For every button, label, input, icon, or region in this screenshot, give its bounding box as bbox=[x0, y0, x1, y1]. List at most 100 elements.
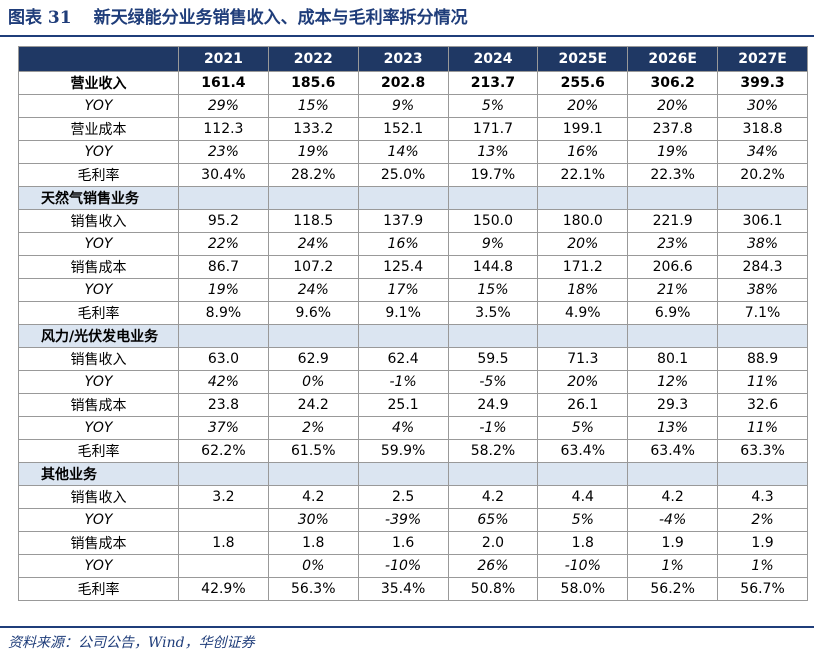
cell: 56.7% bbox=[717, 577, 808, 601]
row-label: 营业收入 bbox=[18, 71, 179, 95]
section-cell bbox=[627, 324, 719, 348]
row-label: YOY bbox=[18, 508, 179, 532]
cell: 4.2 bbox=[447, 485, 539, 509]
cell: 63.4% bbox=[537, 439, 629, 463]
cell: 8.9% bbox=[178, 301, 269, 325]
cell: 15% bbox=[267, 94, 359, 118]
cell: 202.8 bbox=[357, 71, 449, 95]
row-label: 毛利率 bbox=[18, 439, 179, 463]
cell: 152.1 bbox=[357, 117, 449, 141]
section-title: 其他业务 bbox=[18, 462, 179, 486]
column-header: 2024 bbox=[447, 46, 539, 72]
data-row: YOY 30% -39% 65% 5% -4% 2% bbox=[18, 508, 808, 532]
section-cell bbox=[357, 186, 449, 210]
row-label: 销售收入 bbox=[18, 347, 179, 371]
cell: 30% bbox=[717, 94, 808, 118]
cell: 171.7 bbox=[447, 117, 539, 141]
section-cell bbox=[627, 186, 719, 210]
cell: 24.9 bbox=[447, 393, 539, 417]
cell: 306.2 bbox=[627, 71, 719, 95]
cell: 58.2% bbox=[447, 439, 539, 463]
cell: 255.6 bbox=[537, 71, 629, 95]
cell: 180.0 bbox=[537, 209, 629, 233]
cell: 29% bbox=[178, 94, 269, 118]
cell: 24% bbox=[267, 278, 359, 302]
section-cell bbox=[267, 462, 359, 486]
cell: 0% bbox=[267, 370, 359, 394]
cell: 6.9% bbox=[627, 301, 719, 325]
cell: 34% bbox=[717, 140, 808, 164]
data-row: 销售成本 86.7 107.2 125.4 144.8 171.2 206.6 284.3 bbox=[18, 255, 808, 279]
source-note: 资料来源：公司公告，Wind，华创证券 bbox=[8, 635, 255, 651]
header-row: 2021 2022 2023 2024 2025E 2026E 2027E bbox=[18, 46, 808, 72]
cell: 30% bbox=[267, 508, 359, 532]
cell: 32.6 bbox=[717, 393, 808, 417]
cell: 4.2 bbox=[627, 485, 719, 509]
cell: 7.1% bbox=[717, 301, 808, 325]
section-cell bbox=[717, 462, 808, 486]
cell: 318.8 bbox=[717, 117, 808, 141]
cell: 150.0 bbox=[447, 209, 539, 233]
row-label: 销售成本 bbox=[18, 255, 179, 279]
section-cell bbox=[447, 462, 539, 486]
cell: 112.3 bbox=[178, 117, 269, 141]
cell: 213.7 bbox=[447, 71, 539, 95]
title: 图表 31 新天绿能分业务销售收入、成本与毛利率拆分情况 bbox=[8, 4, 468, 32]
data-table: 2021 2022 2023 2024 2025E 2026E 2027E 营业收入 161.4… bbox=[18, 46, 808, 601]
cell: 20% bbox=[627, 94, 719, 118]
section-cell bbox=[357, 324, 449, 348]
cell: -10% bbox=[537, 554, 629, 578]
cell: 1% bbox=[627, 554, 719, 578]
cell: 399.3 bbox=[717, 71, 808, 95]
cell: 23% bbox=[627, 232, 719, 256]
cell: 5% bbox=[537, 416, 629, 440]
section-cell bbox=[537, 324, 629, 348]
figure-title: 新天绿能分业务销售收入、成本与毛利率拆分情况 bbox=[93, 8, 468, 28]
cell: 18% bbox=[537, 278, 629, 302]
cell: 161.4 bbox=[178, 71, 269, 95]
cell: 62.9 bbox=[267, 347, 359, 371]
section-cell bbox=[717, 186, 808, 210]
cell: 19% bbox=[267, 140, 359, 164]
cell: 11% bbox=[717, 416, 808, 440]
cell: 19.7% bbox=[447, 163, 539, 187]
cell: -4% bbox=[627, 508, 719, 532]
cell: 26% bbox=[447, 554, 539, 578]
cell: 71.3 bbox=[537, 347, 629, 371]
row-label: YOY bbox=[18, 140, 179, 164]
cell: 1.9 bbox=[717, 531, 808, 555]
cell bbox=[178, 554, 269, 578]
cell: 37% bbox=[178, 416, 269, 440]
rule bbox=[0, 35, 814, 37]
cell: 9% bbox=[357, 94, 449, 118]
section-cell bbox=[178, 186, 269, 210]
section-title: 风力/光伏发电业务 bbox=[18, 324, 179, 348]
cell bbox=[178, 508, 269, 532]
cell: 88.9 bbox=[717, 347, 808, 371]
cell: 137.9 bbox=[357, 209, 449, 233]
cell: 4.3 bbox=[717, 485, 808, 509]
data-row: 销售成本 23.8 24.2 25.1 24.9 26.1 29.3 32.6 bbox=[18, 393, 808, 417]
cell: 284.3 bbox=[717, 255, 808, 279]
cell: 28.2% bbox=[267, 163, 359, 187]
data-row: 销售成本 1.8 1.8 1.6 2.0 1.8 1.9 1.9 bbox=[18, 531, 808, 555]
data-row: 毛利率 62.2% 61.5% 59.9% 58.2% 63.4% 63.4% 63.3% bbox=[18, 439, 808, 463]
row-label: YOY bbox=[18, 370, 179, 394]
section-cell bbox=[357, 462, 449, 486]
section-row: 风力/光伏发电业务 bbox=[18, 324, 808, 348]
cell: 22.3% bbox=[627, 163, 719, 187]
row-label: 毛利率 bbox=[18, 301, 179, 325]
figure-label: 图表 31 bbox=[8, 8, 72, 28]
cell: 4.2 bbox=[267, 485, 359, 509]
section-cell bbox=[717, 324, 808, 348]
cell: 118.5 bbox=[267, 209, 359, 233]
cell: 15% bbox=[447, 278, 539, 302]
cell: 20% bbox=[537, 370, 629, 394]
cell: 63.0 bbox=[178, 347, 269, 371]
cell: 19% bbox=[627, 140, 719, 164]
cell: 25.0% bbox=[357, 163, 449, 187]
cell: 20.2% bbox=[717, 163, 808, 187]
cell: 2.5 bbox=[357, 485, 449, 509]
rule bbox=[0, 626, 814, 628]
cell: 29.3 bbox=[627, 393, 719, 417]
